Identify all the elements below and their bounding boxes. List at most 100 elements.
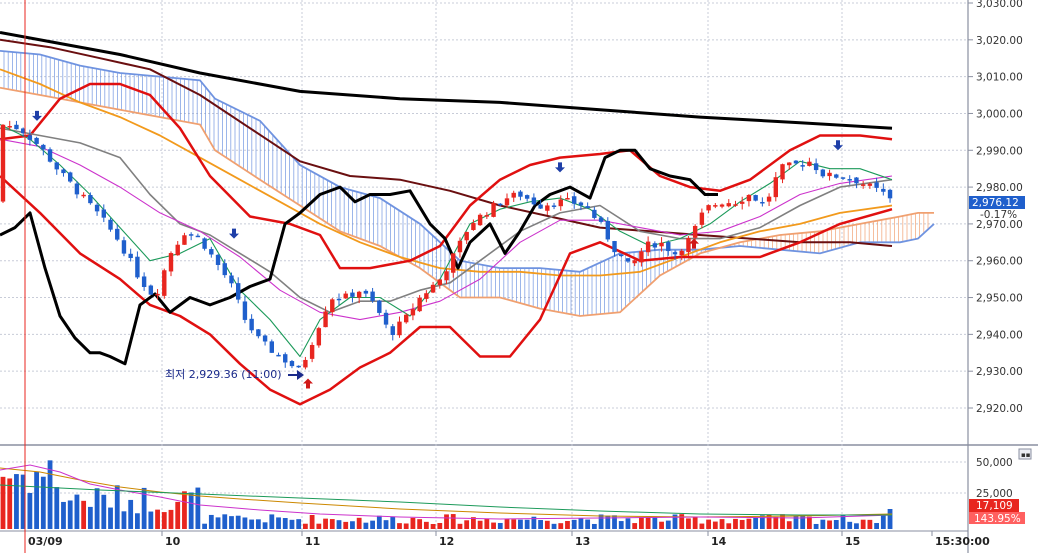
x-tick-label: 13 <box>575 535 590 548</box>
candle-body <box>867 183 873 186</box>
y-tick-label: 3,010.00 <box>976 72 1023 84</box>
volume-bar <box>316 523 322 529</box>
candle-body <box>451 253 456 273</box>
candle-body <box>256 329 261 337</box>
volume-bar <box>518 519 523 529</box>
candle-body <box>296 365 301 368</box>
candle-body <box>464 231 469 241</box>
candle-body <box>471 223 476 230</box>
volume-bar <box>336 520 342 529</box>
volume-bar <box>477 520 483 529</box>
candle-body <box>424 293 429 299</box>
volume-bar <box>276 517 281 529</box>
volume-bar <box>739 519 745 529</box>
volume-bar <box>450 514 456 529</box>
y-tick-label: 3,030.00 <box>976 0 1023 10</box>
volume-bar <box>188 492 194 529</box>
volume-ma-short <box>0 464 893 520</box>
volume-bar <box>7 478 13 529</box>
volume-bar <box>860 519 866 529</box>
volume-bar <box>94 488 100 529</box>
volume-bar <box>81 500 87 529</box>
volume-bar <box>262 522 268 529</box>
candle-body <box>249 318 254 331</box>
candle-body <box>0 124 6 202</box>
candle-body <box>813 163 819 171</box>
volume-bar <box>242 517 248 529</box>
volume-bar <box>759 515 765 529</box>
signal-down-arrow-icon <box>555 162 565 173</box>
candle-body <box>61 169 66 174</box>
volume-bar <box>645 516 651 529</box>
candle-body <box>619 254 624 257</box>
volume-bar <box>854 523 859 529</box>
volume-bar <box>161 512 167 529</box>
volume-bar <box>202 523 207 529</box>
candle-body <box>766 196 772 202</box>
volume-bar <box>659 521 664 529</box>
volume-bar <box>397 523 402 529</box>
candle-body <box>316 328 322 346</box>
x-tick-label: 15:30:00 <box>935 535 990 548</box>
volume-bar <box>282 518 288 529</box>
volume-bar <box>235 515 241 529</box>
volume-bar <box>417 519 423 529</box>
candle-body <box>397 321 402 336</box>
candle-body <box>195 235 201 238</box>
candle-body <box>350 292 355 297</box>
volume-bar <box>215 517 221 529</box>
candle-body <box>860 184 866 186</box>
candle-body <box>27 135 33 140</box>
signal-down-arrow-icon <box>833 140 843 151</box>
candle-body <box>538 204 543 209</box>
volume-bar <box>746 518 752 529</box>
candle-body <box>733 204 738 206</box>
candle-body <box>363 290 369 294</box>
candle-body <box>793 160 799 164</box>
candle-body <box>276 354 281 357</box>
volume-bar <box>840 514 846 529</box>
volume-bar <box>753 517 759 529</box>
volume-tick-label: 25,000 <box>976 488 1013 500</box>
candle-body <box>457 240 463 253</box>
candle-body <box>242 301 248 320</box>
volume-bar <box>403 523 409 529</box>
volume-bar <box>598 514 604 529</box>
candle-body <box>383 312 389 325</box>
candle-body <box>558 199 563 207</box>
volume-bar <box>0 476 6 529</box>
candle-body <box>7 126 12 128</box>
volume-bar <box>229 516 234 529</box>
volume-bar <box>390 516 396 529</box>
candle-body <box>605 220 610 240</box>
candle-body <box>390 326 395 335</box>
candle-body <box>760 202 765 204</box>
volume-bar <box>618 521 624 529</box>
candle-body <box>54 162 59 170</box>
volume-bar <box>652 516 658 529</box>
x-tick-label: 11 <box>305 535 320 548</box>
candle-body <box>477 214 483 226</box>
volume-tick-label: 50,000 <box>976 457 1013 469</box>
volume-bar <box>383 520 389 529</box>
candle-body <box>14 124 19 130</box>
volume-settings-button[interactable] <box>1018 448 1032 460</box>
candle-body <box>827 172 832 177</box>
candle-body <box>330 299 335 313</box>
volume-bar <box>343 521 349 529</box>
volume-bar <box>155 509 160 529</box>
candle-body <box>303 359 308 368</box>
volume-bar <box>484 518 490 529</box>
volume-bar <box>350 521 355 529</box>
y-tick-label: 3,000.00 <box>976 108 1023 120</box>
candle-body <box>847 179 852 181</box>
volume-bar <box>699 523 705 529</box>
candle-body <box>692 225 698 238</box>
volume-bar <box>786 521 792 529</box>
candle-body <box>269 341 274 353</box>
volume-bar <box>585 519 591 529</box>
volume-bar <box>551 523 557 529</box>
candle-body <box>666 242 671 252</box>
candle-body <box>531 197 537 205</box>
